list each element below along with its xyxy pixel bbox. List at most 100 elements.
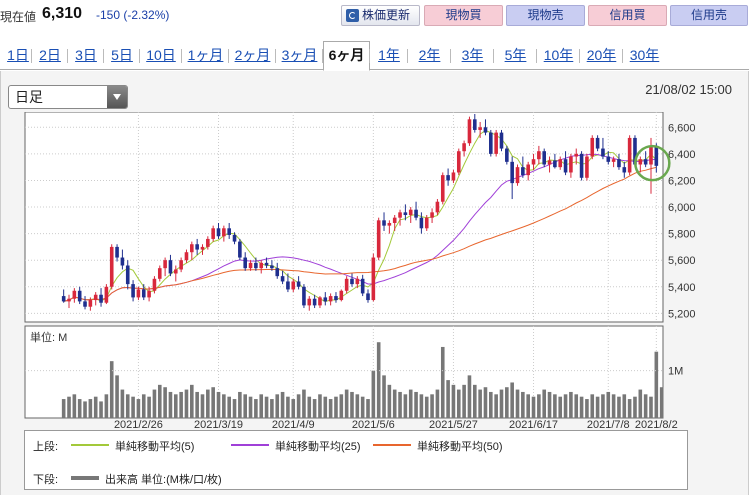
volume-bar	[83, 401, 87, 418]
volume-bar	[376, 342, 381, 418]
margin-buy-button[interactable]: 信用買	[588, 5, 667, 26]
volume-bar	[179, 391, 183, 418]
price-tick-label: 5,200	[668, 308, 696, 320]
tab-separator	[369, 49, 370, 63]
volume-bar	[72, 394, 77, 418]
tab-2ヶ月[interactable]: 2ヶ月	[234, 47, 271, 63]
volume-bar	[136, 399, 141, 418]
volume-bar	[318, 394, 322, 418]
tab-5年[interactable]: 5年	[504, 47, 527, 63]
volume-bar	[222, 394, 226, 418]
candle-body	[494, 132, 498, 154]
tab-3ヶ月[interactable]: 3ヶ月	[281, 47, 318, 63]
tab-separator	[407, 49, 408, 63]
volume-bar	[270, 399, 274, 418]
candle-body	[141, 289, 146, 298]
volume-bar	[334, 396, 338, 418]
interval-select[interactable]: 日足	[8, 85, 128, 109]
candle-body	[190, 244, 194, 253]
refresh-price-button[interactable]: 株価更新	[341, 5, 420, 26]
tab-10日[interactable]: 10日	[146, 47, 176, 63]
candle-body	[424, 217, 429, 229]
price-plot-area	[24, 112, 664, 323]
candle-body	[83, 301, 87, 307]
tab-2年[interactable]: 2年	[418, 47, 441, 63]
volume-bar	[392, 389, 397, 418]
tab-separator	[536, 49, 537, 63]
candle-body	[211, 228, 215, 239]
candle-body	[184, 252, 189, 261]
date-tick-label: 2021/5/6	[352, 419, 395, 430]
volume-bar	[211, 387, 215, 418]
volume-bar	[569, 391, 573, 418]
candle-body	[419, 217, 424, 229]
candle-body	[334, 296, 338, 301]
tab-1日[interactable]: 1日	[7, 47, 29, 63]
volume-bar	[200, 394, 205, 418]
volume-bar	[531, 396, 536, 418]
candle-body	[617, 159, 621, 168]
volume-bar	[579, 396, 584, 418]
candle-body	[478, 127, 482, 130]
tab-separator	[579, 49, 580, 63]
volume-bar	[622, 394, 627, 418]
volume-bar	[125, 394, 130, 418]
tab-10年[interactable]: 10年	[543, 47, 574, 63]
tab-separator	[31, 49, 32, 63]
volume-bar	[323, 396, 328, 418]
tab-2日[interactable]: 2日	[39, 47, 61, 63]
tab-separator	[67, 49, 68, 63]
volume-bar	[595, 396, 600, 418]
volume-bar	[168, 391, 173, 418]
tab-1ヶ月[interactable]: 1ヶ月	[187, 47, 224, 63]
tab-separator	[450, 49, 451, 63]
tab-20年[interactable]: 20年	[586, 47, 617, 63]
candle-body	[574, 153, 579, 157]
candle-body	[489, 132, 493, 154]
cash-sell-button[interactable]: 現物売	[506, 5, 585, 26]
volume-bar	[350, 391, 354, 418]
candle-body	[67, 298, 71, 302]
volume-bar	[472, 384, 477, 418]
volume-bar	[131, 396, 135, 418]
date-tick-label: 2021/2/26	[114, 419, 163, 430]
candle-body	[505, 148, 509, 162]
volume-bar	[515, 389, 520, 418]
date-tick-label: 2021/4/9	[272, 419, 315, 430]
cash-buy-button[interactable]: 現物買	[424, 5, 503, 26]
candle-body	[553, 160, 557, 168]
moving-average-line-50	[63, 166, 657, 302]
candle-body	[77, 290, 82, 302]
tab-5日[interactable]: 5日	[111, 47, 133, 63]
volume-bar	[558, 396, 563, 418]
chart-datetime: 21/08/02 15:00	[645, 82, 732, 97]
tab-30年[interactable]: 30年	[629, 47, 660, 63]
volume-bar	[264, 396, 269, 418]
volume-bar	[430, 394, 434, 418]
legend-item-ma25: 単純移動平均(25)	[275, 441, 361, 453]
volume-bar	[553, 394, 557, 418]
date-tick-label: 2021/7/8	[587, 419, 630, 430]
volume-bar	[141, 394, 146, 418]
tab-3年[interactable]: 3年	[461, 47, 484, 63]
candle-body	[579, 153, 584, 178]
volume-bar	[489, 391, 493, 418]
volume-bar	[617, 396, 621, 418]
candle-body	[563, 159, 568, 173]
candle-body	[633, 137, 637, 165]
volume-bar	[456, 389, 461, 418]
candle-body	[643, 159, 648, 165]
interval-select-value: 日足	[15, 89, 43, 105]
candle-body	[521, 167, 525, 176]
tab-3日[interactable]: 3日	[75, 47, 97, 63]
candle-body	[259, 262, 264, 269]
volume-bar	[120, 389, 125, 418]
volume-bar	[104, 394, 109, 418]
candle-body	[99, 294, 103, 303]
tab-1年[interactable]: 1年	[378, 47, 400, 63]
candle-body	[360, 278, 365, 294]
candle-body	[286, 281, 290, 290]
margin-sell-button[interactable]: 信用売	[670, 5, 748, 26]
candle-body	[254, 262, 258, 269]
tab-6ヶ月[interactable]: 6ヶ月	[323, 41, 370, 71]
